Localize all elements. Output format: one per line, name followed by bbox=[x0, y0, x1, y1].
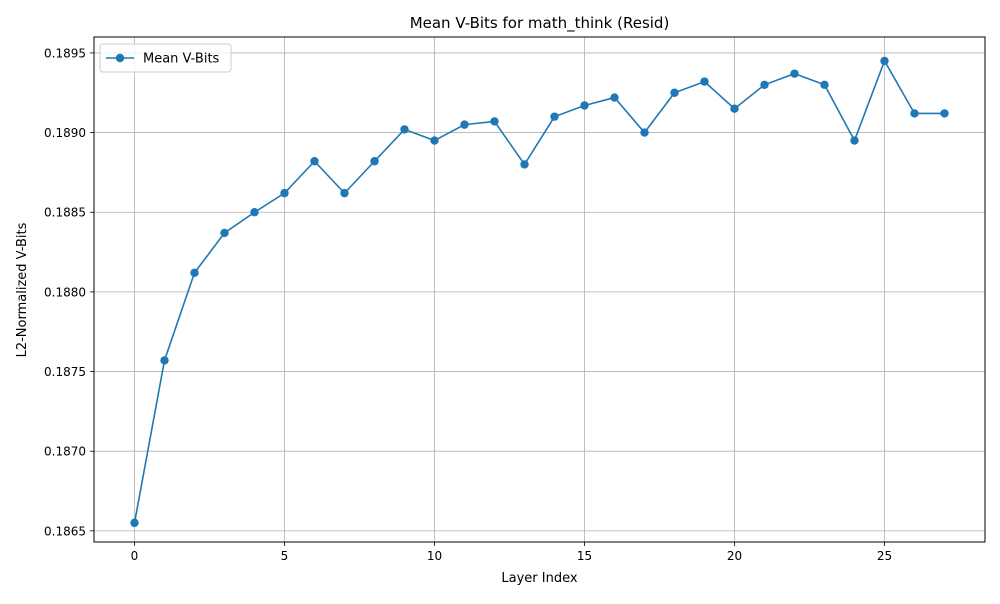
data-point bbox=[130, 518, 139, 528]
x-tick-label: 5 bbox=[281, 549, 289, 563]
data-point bbox=[460, 120, 469, 129]
data-point bbox=[790, 69, 799, 78]
data-point bbox=[160, 356, 169, 365]
data-point bbox=[850, 136, 859, 145]
plot-frame bbox=[93, 36, 986, 543]
data-point bbox=[190, 268, 199, 277]
y-tick-label: 0.1865 bbox=[44, 524, 86, 538]
data-point bbox=[910, 109, 919, 118]
data-point bbox=[430, 136, 439, 145]
legend-marker-swatch bbox=[115, 53, 125, 63]
data-point bbox=[760, 80, 769, 89]
data-point bbox=[580, 101, 589, 110]
data-point bbox=[880, 56, 889, 66]
y-axis-ticks: 0.1865 0.1870 0.1875 0.1880 0.1885 0.1890 0.18… bbox=[44, 46, 94, 538]
data-point bbox=[280, 188, 289, 198]
x-tick-label: 0 bbox=[131, 549, 139, 563]
x-tick-label: 10 bbox=[427, 549, 442, 563]
data-point bbox=[820, 80, 829, 89]
x-tick-label: 15 bbox=[577, 549, 592, 563]
y-tick-label: 0.1870 bbox=[44, 445, 86, 459]
data-point bbox=[340, 188, 349, 198]
series-layer bbox=[130, 56, 949, 528]
data-point bbox=[310, 157, 319, 166]
y-tick-label: 0.1880 bbox=[44, 285, 86, 299]
y-tick-label: 0.1890 bbox=[44, 126, 86, 140]
y-axis-label: L2-Normalized V-Bits bbox=[15, 222, 30, 357]
legend-label: Mean V-Bits bbox=[143, 52, 220, 67]
data-point bbox=[610, 93, 619, 102]
data-point bbox=[700, 77, 709, 86]
y-tick-label: 0.1895 bbox=[44, 46, 86, 60]
chart-title: Mean V-Bits for math_think (Resid) bbox=[410, 14, 670, 33]
data-point bbox=[730, 104, 739, 113]
data-point bbox=[370, 157, 379, 166]
data-point bbox=[550, 112, 559, 121]
data-point bbox=[670, 88, 679, 97]
x-axis-label: Layer Index bbox=[501, 571, 577, 586]
x-tick-label: 25 bbox=[877, 549, 892, 563]
data-point bbox=[940, 109, 949, 118]
data-point bbox=[220, 228, 229, 238]
legend: Mean V-Bits bbox=[99, 43, 232, 73]
grid bbox=[94, 37, 985, 542]
data-point bbox=[520, 160, 529, 169]
x-axis-ticks: 0 5 10 15 20 25 bbox=[131, 542, 892, 563]
data-point bbox=[640, 128, 649, 137]
legend-box bbox=[99, 43, 232, 73]
data-point bbox=[250, 208, 259, 217]
y-tick-label: 0.1875 bbox=[44, 365, 86, 379]
x-tick-label: 20 bbox=[727, 549, 742, 563]
y-tick-label: 0.1885 bbox=[44, 206, 86, 220]
data-point bbox=[400, 125, 409, 134]
series-line bbox=[133, 59, 945, 524]
data-point bbox=[490, 117, 499, 126]
